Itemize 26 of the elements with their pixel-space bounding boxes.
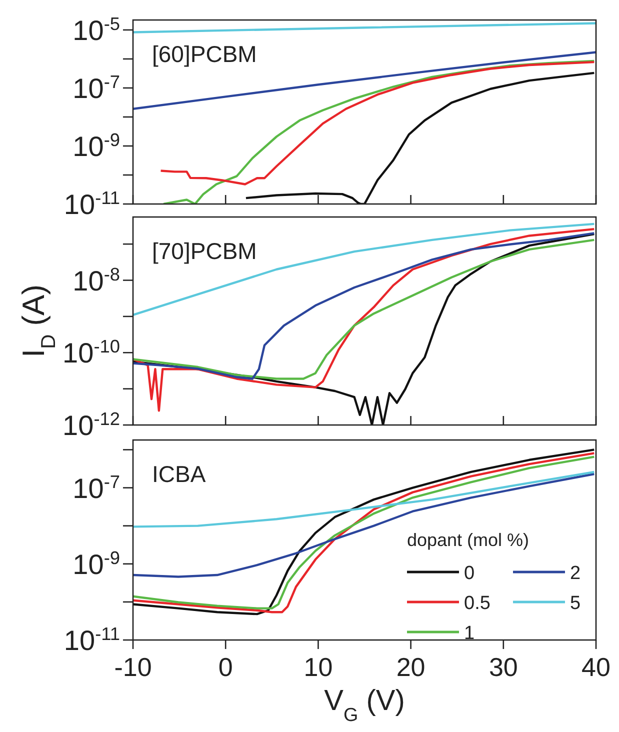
line-series [133, 222, 596, 316]
y-tick-label: 10$^{-5}$ [72, 14, 120, 46]
annotation: ICBA [152, 461, 206, 487]
y-tick-label: 10$^{-8}$ [72, 264, 120, 296]
legend-label: 0.5 [464, 593, 490, 614]
legend-title: dopant (mol %) [407, 530, 530, 550]
legend-label: 0 [464, 563, 475, 584]
y-tick-label: 10$^{-9}$ [72, 548, 120, 580]
legend-label: 5 [570, 593, 581, 614]
y-tick-label: 10$^{-9}$ [72, 130, 120, 162]
x-tick-label: 10 [304, 652, 333, 682]
x-tick-label: 20 [396, 652, 426, 682]
line-series [244, 72, 596, 204]
y-tick-label: 10$^{-7}$ [72, 72, 120, 104]
annotation: [60]PCBM [152, 41, 257, 67]
y-tick-label: 10$^{-11}$ [64, 188, 120, 220]
x-axis-title: V$_{G}$ (V) [324, 685, 405, 724]
y-tick-label: 10$^{-7}$ [72, 472, 120, 504]
x-tick-label: 30 [488, 652, 518, 682]
y-tick-label: 10$^{-12}$ [62, 409, 120, 441]
x-tick-label: 40 [582, 652, 610, 682]
x-tick-label: 0 [218, 652, 233, 682]
y-tick-label: 10$^{-10}$ [62, 336, 120, 369]
legend-label: 2 [570, 563, 581, 584]
legend-label: 1 [464, 623, 475, 644]
annotation: [70]PCBM [152, 238, 257, 264]
